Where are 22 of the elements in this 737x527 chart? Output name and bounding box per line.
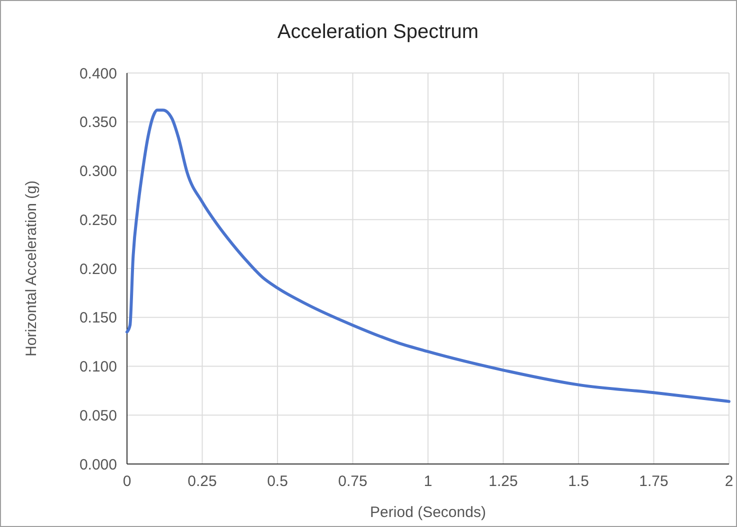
- x-tick-label: 1.75: [639, 473, 668, 490]
- x-tick-label: 1.25: [488, 473, 518, 490]
- chart-title: Acceleration Spectrum: [277, 21, 479, 43]
- y-tick-label: 0.100: [79, 358, 117, 376]
- x-tick-label: 2: [724, 473, 734, 490]
- y-tick-label: 0.150: [79, 310, 117, 327]
- x-tick-label: 1.5: [568, 473, 589, 490]
- y-tick-label: 0.200: [79, 260, 117, 278]
- y-axis-title: Horizontal Acceleration (g): [23, 180, 40, 356]
- line-series: [126, 108, 730, 403]
- x-tick-label: 0: [122, 473, 132, 490]
- y-tick-label: 0.050: [79, 407, 117, 424]
- x-axis-title: Period (Seconds): [370, 504, 486, 521]
- x-tick-label: 0.75: [338, 473, 368, 490]
- y-tick-label: 0.400: [79, 65, 117, 82]
- y-tick-label: 0.300: [79, 163, 117, 180]
- x-tick-label: 0.25: [188, 473, 217, 490]
- y-tick-label: 0.250: [79, 212, 117, 229]
- y-tick-label: 0.350: [79, 114, 117, 132]
- y-tick-label: 0.000: [79, 456, 117, 474]
- x-tick-label: 1: [424, 473, 432, 490]
- x-tick-label: 0.5: [267, 473, 288, 490]
